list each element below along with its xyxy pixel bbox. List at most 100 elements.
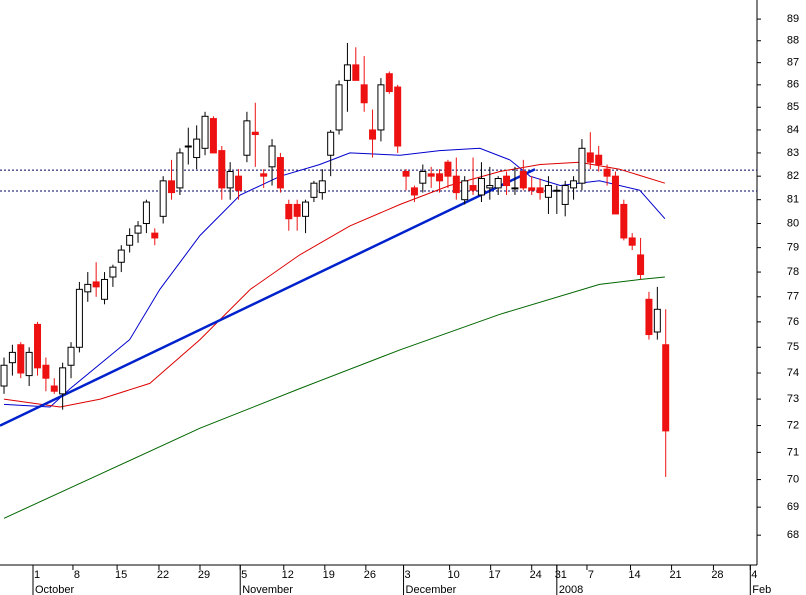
month-label: Feb: [752, 584, 771, 595]
y-tick-label: 76: [787, 316, 799, 328]
x-tick-label: 7: [588, 569, 594, 581]
candle-body: [209, 118, 217, 154]
y-tick-label: 68: [787, 529, 799, 541]
candle-body: [134, 225, 142, 234]
x-tick-label: 8: [74, 569, 80, 581]
candle-body: [377, 84, 385, 131]
candle-body: [159, 180, 167, 217]
candle-body: [151, 232, 159, 239]
candle-body: [67, 346, 75, 366]
candle-body: [42, 364, 50, 379]
candle-body: [628, 237, 636, 246]
candle-body: [50, 385, 58, 392]
candle-body: [226, 170, 234, 189]
candle-body: [544, 185, 552, 198]
y-tick-label: 87: [787, 57, 799, 69]
candle-body: [536, 187, 544, 194]
y-tick-label: 69: [787, 501, 799, 513]
candle-body: [444, 161, 452, 177]
y-tick-label: 79: [787, 242, 799, 254]
candle-body: [235, 175, 243, 191]
candle-body: [302, 201, 310, 217]
candle-body: [385, 73, 393, 93]
candle-body: [260, 173, 268, 177]
candle-body: [101, 278, 109, 300]
x-tick-label: 31: [555, 569, 567, 581]
x-tick-label: 29: [198, 569, 210, 581]
candle-body: [75, 288, 83, 348]
candle-body: [469, 185, 477, 191]
candle-body: [519, 170, 527, 189]
candle-body: [343, 64, 351, 81]
indicator-line: [3, 276, 665, 519]
x-tick-label: 3: [404, 569, 410, 581]
x-tick-label: 5: [241, 569, 247, 581]
candle-body: [503, 175, 511, 187]
candle-body: [109, 266, 117, 278]
candle-body: [427, 173, 435, 177]
y-tick-label: 82: [787, 170, 799, 182]
month-label: December: [406, 584, 457, 595]
candle-body: [419, 170, 427, 184]
candle-body: [218, 150, 226, 189]
candle-body: [553, 189, 561, 192]
y-tick-label: 78: [787, 266, 799, 278]
y-tick-label: 71: [787, 446, 799, 458]
candle-body: [494, 178, 502, 189]
x-tick-label: 15: [115, 569, 127, 581]
candle-body: [486, 185, 494, 189]
month-label: 2008: [559, 584, 583, 595]
candle-body: [410, 187, 418, 196]
x-tick-label: 1: [34, 569, 40, 581]
x-tick-label: 4: [751, 569, 757, 581]
month-label: November: [242, 584, 293, 595]
x-tick-label: 14: [628, 569, 640, 581]
candle-body: [402, 170, 410, 177]
indicator-line: [0, 168, 536, 427]
y-tick-label: 84: [787, 124, 799, 136]
y-tick-label: 86: [787, 79, 799, 91]
x-tick-label: 26: [364, 569, 376, 581]
candle-body: [611, 175, 619, 215]
y-tick-label: 75: [787, 341, 799, 353]
candle-body: [637, 254, 645, 276]
indicator-line: [3, 161, 666, 408]
y-tick-label: 88: [787, 35, 799, 47]
x-tick-label: 28: [711, 569, 723, 581]
candle-body: [662, 344, 670, 432]
candle-body: [251, 131, 259, 136]
candle-body: [25, 351, 33, 377]
y-tick-label: 74: [787, 367, 799, 379]
candle-body: [293, 203, 301, 217]
x-tick-label: 21: [669, 569, 681, 581]
y-tick-label: 72: [787, 419, 799, 431]
candle-body: [578, 147, 586, 184]
candle-body: [59, 367, 67, 395]
candle-body: [285, 203, 293, 220]
candle-body: [369, 129, 377, 140]
y-tick-label: 80: [787, 217, 799, 229]
y-tick-label: 89: [787, 13, 799, 25]
y-tick-label: 73: [787, 393, 799, 405]
candle-body: [595, 154, 603, 166]
candle-body: [92, 281, 100, 288]
y-tick-label: 70: [787, 473, 799, 485]
candle-body: [586, 152, 594, 163]
candle-body: [620, 203, 628, 239]
candle-body: [394, 86, 402, 147]
candle-body: [243, 120, 251, 156]
candle-body: [461, 180, 469, 201]
candle-body: [17, 344, 25, 374]
candle-body: [84, 283, 92, 293]
candle-body: [335, 84, 343, 131]
candle-body: [184, 145, 192, 148]
candle-body: [117, 249, 125, 263]
candle-body: [201, 115, 209, 149]
candle-body: [360, 84, 368, 104]
candle-body: [176, 152, 184, 189]
y-tick-label: 85: [787, 101, 799, 113]
candle-body: [0, 364, 8, 387]
candle-body: [327, 131, 335, 156]
y-tick-label: 81: [787, 194, 799, 206]
